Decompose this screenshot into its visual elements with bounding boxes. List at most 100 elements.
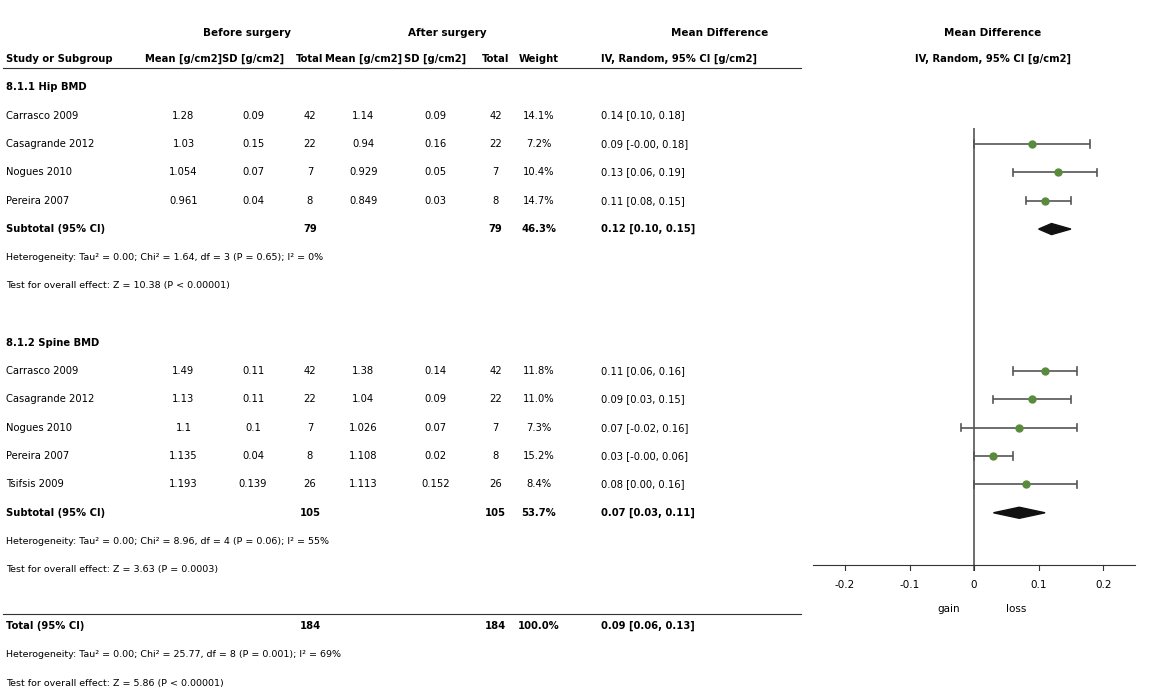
Text: 0.1: 0.1 bbox=[1030, 581, 1047, 590]
Text: Test for overall effect: Z = 10.38 (P < 0.00001): Test for overall effect: Z = 10.38 (P < … bbox=[6, 281, 230, 291]
Text: 0.11 [0.06, 0.16]: 0.11 [0.06, 0.16] bbox=[601, 366, 685, 376]
Text: 0.961: 0.961 bbox=[170, 196, 197, 206]
Text: Heterogeneity: Tau² = 0.00; Chi² = 25.77, df = 8 (P = 0.001); I² = 69%: Heterogeneity: Tau² = 0.00; Chi² = 25.77… bbox=[6, 650, 341, 659]
Text: Subtotal (95% CI): Subtotal (95% CI) bbox=[6, 508, 104, 518]
Text: 100.0%: 100.0% bbox=[518, 621, 560, 631]
Text: 0.2: 0.2 bbox=[1095, 581, 1111, 590]
Polygon shape bbox=[1012, 620, 1058, 632]
Text: 1.026: 1.026 bbox=[349, 423, 377, 432]
Text: 1.13: 1.13 bbox=[172, 394, 195, 404]
Text: 0.11: 0.11 bbox=[241, 366, 265, 376]
Text: IV, Random, 95% CI [g/cm2]: IV, Random, 95% CI [g/cm2] bbox=[915, 54, 1070, 64]
Text: 0.09 [0.06, 0.13]: 0.09 [0.06, 0.13] bbox=[601, 621, 695, 631]
Text: 0.11 [0.08, 0.15]: 0.11 [0.08, 0.15] bbox=[601, 196, 685, 206]
Text: Nogues 2010: Nogues 2010 bbox=[6, 423, 72, 432]
Text: Carrasco 2009: Carrasco 2009 bbox=[6, 111, 78, 120]
Text: 22: 22 bbox=[304, 139, 316, 149]
Text: 7.3%: 7.3% bbox=[526, 423, 551, 432]
Text: 0.08 [0.00, 0.16]: 0.08 [0.00, 0.16] bbox=[601, 480, 685, 489]
Text: 0.139: 0.139 bbox=[239, 480, 267, 489]
Text: 0.04: 0.04 bbox=[243, 196, 264, 206]
Text: 1.38: 1.38 bbox=[352, 366, 375, 376]
Text: 22: 22 bbox=[304, 394, 316, 404]
Text: Total (95% CI): Total (95% CI) bbox=[6, 621, 85, 631]
Text: 7: 7 bbox=[307, 167, 313, 177]
Text: 1.49: 1.49 bbox=[172, 366, 195, 376]
Text: 0.14: 0.14 bbox=[424, 366, 447, 376]
Text: 0.94: 0.94 bbox=[352, 139, 375, 149]
Text: 0.09: 0.09 bbox=[241, 111, 265, 120]
Polygon shape bbox=[994, 507, 1045, 518]
Text: Mean [g/cm2]: Mean [g/cm2] bbox=[145, 54, 222, 64]
Text: 10.4%: 10.4% bbox=[522, 167, 555, 177]
Text: 0.14 [0.10, 0.18]: 0.14 [0.10, 0.18] bbox=[601, 111, 685, 120]
Text: 0.13 [0.06, 0.19]: 0.13 [0.06, 0.19] bbox=[601, 167, 685, 177]
Text: 1.113: 1.113 bbox=[349, 480, 377, 489]
Text: 0.09: 0.09 bbox=[424, 111, 447, 120]
Text: 0.1: 0.1 bbox=[245, 423, 261, 432]
Text: 105: 105 bbox=[485, 508, 506, 518]
Text: Casagrande 2012: Casagrande 2012 bbox=[6, 139, 94, 149]
Text: 1.108: 1.108 bbox=[349, 451, 377, 461]
Text: 0.929: 0.929 bbox=[349, 167, 377, 177]
Text: 1.14: 1.14 bbox=[352, 111, 375, 120]
Text: 8: 8 bbox=[492, 196, 499, 206]
Text: 79: 79 bbox=[489, 224, 503, 234]
Text: 8.4%: 8.4% bbox=[526, 480, 551, 489]
Text: 1.054: 1.054 bbox=[170, 167, 197, 177]
Text: Weight: Weight bbox=[519, 54, 558, 64]
Text: 1.03: 1.03 bbox=[172, 139, 195, 149]
Text: -0.2: -0.2 bbox=[835, 581, 856, 590]
Text: 42: 42 bbox=[304, 366, 316, 376]
Text: 0.02: 0.02 bbox=[424, 451, 447, 461]
Text: Pereira 2007: Pereira 2007 bbox=[6, 196, 68, 206]
Text: 8.1.2 Spine BMD: 8.1.2 Spine BMD bbox=[6, 338, 99, 347]
Text: IV, Random, 95% CI [g/cm2]: IV, Random, 95% CI [g/cm2] bbox=[601, 54, 757, 64]
Text: Total: Total bbox=[482, 54, 510, 64]
Text: 0.849: 0.849 bbox=[349, 196, 377, 206]
Text: Before surgery: Before surgery bbox=[203, 28, 291, 37]
Text: Mean Difference: Mean Difference bbox=[944, 28, 1041, 37]
Text: 0.07: 0.07 bbox=[424, 423, 447, 432]
Text: 1.28: 1.28 bbox=[172, 111, 195, 120]
Text: 22: 22 bbox=[490, 139, 502, 149]
Text: 7: 7 bbox=[492, 167, 499, 177]
Text: 0.07 [0.03, 0.11]: 0.07 [0.03, 0.11] bbox=[601, 508, 695, 518]
Text: 0.09: 0.09 bbox=[424, 394, 447, 404]
Text: 42: 42 bbox=[304, 111, 316, 120]
Text: 1.193: 1.193 bbox=[170, 480, 197, 489]
Text: 0.15: 0.15 bbox=[241, 139, 265, 149]
Text: 0.03 [-0.00, 0.06]: 0.03 [-0.00, 0.06] bbox=[601, 451, 688, 461]
Text: 184: 184 bbox=[485, 621, 506, 631]
Text: Carrasco 2009: Carrasco 2009 bbox=[6, 366, 78, 376]
Text: loss: loss bbox=[1005, 603, 1026, 614]
Text: 0: 0 bbox=[971, 581, 978, 590]
Text: 0.12 [0.10, 0.15]: 0.12 [0.10, 0.15] bbox=[601, 224, 695, 234]
Text: Pereira 2007: Pereira 2007 bbox=[6, 451, 68, 461]
Text: 11.8%: 11.8% bbox=[522, 366, 555, 376]
Text: 8: 8 bbox=[307, 196, 313, 206]
Text: 0.16: 0.16 bbox=[424, 139, 447, 149]
Text: 8.1.1 Hip BMD: 8.1.1 Hip BMD bbox=[6, 82, 86, 92]
Text: 26: 26 bbox=[490, 480, 502, 489]
Text: 79: 79 bbox=[303, 224, 317, 234]
Text: Test for overall effect: Z = 5.86 (P < 0.00001): Test for overall effect: Z = 5.86 (P < 0… bbox=[6, 678, 224, 688]
Text: Test for overall effect: Z = 3.63 (P = 0.0003): Test for overall effect: Z = 3.63 (P = 0… bbox=[6, 565, 218, 574]
Text: 0.09 [-0.00, 0.18]: 0.09 [-0.00, 0.18] bbox=[601, 139, 688, 149]
Text: SD [g/cm2]: SD [g/cm2] bbox=[404, 54, 467, 64]
Text: 7: 7 bbox=[307, 423, 313, 432]
Text: Tsifsis 2009: Tsifsis 2009 bbox=[6, 480, 64, 489]
Text: 8: 8 bbox=[307, 451, 313, 461]
Text: 11.0%: 11.0% bbox=[522, 394, 555, 404]
Text: 7: 7 bbox=[492, 423, 499, 432]
Text: Heterogeneity: Tau² = 0.00; Chi² = 8.96, df = 4 (P = 0.06); I² = 55%: Heterogeneity: Tau² = 0.00; Chi² = 8.96,… bbox=[6, 536, 329, 546]
Text: Total: Total bbox=[296, 54, 324, 64]
Text: 0.11: 0.11 bbox=[241, 394, 265, 404]
Text: Heterogeneity: Tau² = 0.00; Chi² = 1.64, df = 3 (P = 0.65); I² = 0%: Heterogeneity: Tau² = 0.00; Chi² = 1.64,… bbox=[6, 253, 323, 262]
Text: 8: 8 bbox=[492, 451, 499, 461]
Text: 46.3%: 46.3% bbox=[521, 224, 556, 234]
Text: Nogues 2010: Nogues 2010 bbox=[6, 167, 72, 177]
Text: 15.2%: 15.2% bbox=[522, 451, 555, 461]
Text: 42: 42 bbox=[490, 366, 502, 376]
Text: After surgery: After surgery bbox=[408, 28, 486, 37]
